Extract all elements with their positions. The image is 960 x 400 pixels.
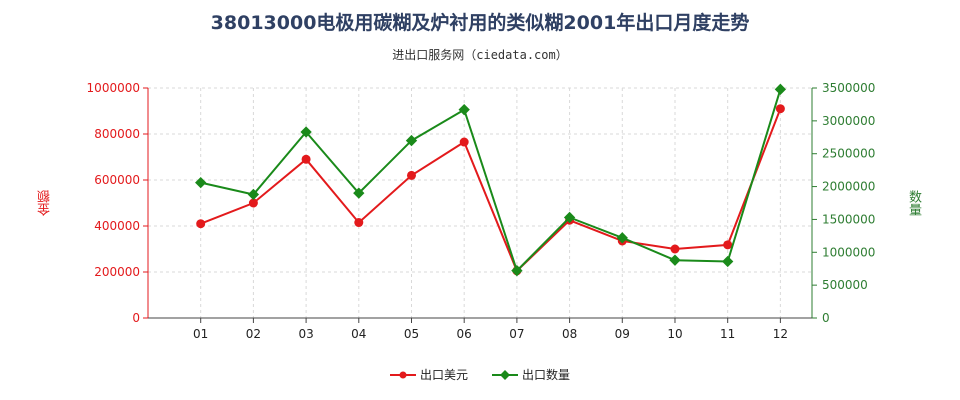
data-point-qty	[195, 176, 207, 189]
chart-subtitle: 进出口服务网（ciedata.com）	[392, 48, 568, 62]
y-right-tick-label: 3000000	[822, 114, 875, 128]
legend-marker-usd	[389, 371, 416, 378]
data-point-usd	[248, 198, 258, 208]
data-point-usd	[406, 170, 416, 180]
data-point-usd	[670, 244, 680, 254]
data-point-usd	[459, 137, 469, 147]
data-point-qty	[669, 254, 681, 266]
y-right-tick-label: 1000000	[822, 245, 875, 259]
x-tick-label: 10	[667, 327, 682, 341]
legend-item-usd: 出口美元	[389, 366, 468, 383]
data-point-usd	[723, 240, 733, 250]
legend-label-usd: 出口美元	[419, 368, 468, 382]
y-right-tick-label: 500000	[822, 278, 868, 292]
y-right-tick-label: 2500000	[822, 147, 875, 161]
data-point-qty	[511, 265, 523, 277]
data-point-qty	[563, 211, 576, 224]
data-point-qty	[353, 187, 365, 199]
y-left-tick-label: 0	[132, 311, 140, 325]
x-tick-label: 09	[615, 327, 630, 341]
data-point-qty	[247, 188, 260, 201]
series-line-usd	[200, 108, 782, 273]
y-right-tick-label: 0	[822, 311, 830, 325]
data-point-usd	[775, 104, 785, 114]
data-point-qty	[722, 255, 734, 268]
x-tick-label: 12	[773, 327, 788, 341]
series-line-qty	[200, 89, 782, 273]
x-tick-label: 04	[351, 327, 366, 341]
y-left-tick-label: 800000	[94, 127, 140, 141]
y-right-tick-label: 2000000	[822, 180, 875, 194]
data-point-qty	[616, 232, 628, 244]
data-point-usd	[196, 219, 206, 229]
y-left-tick-label: 400000	[94, 219, 140, 233]
data-point-usd	[301, 154, 311, 164]
legend-label-qty: 出口数量	[522, 368, 571, 382]
x-tick-label: 06	[457, 327, 472, 341]
x-tick-label: 05	[404, 327, 419, 341]
x-tick-label: 01	[193, 327, 208, 341]
data-point-usd	[354, 218, 364, 228]
legend-marker-qty	[492, 369, 518, 380]
chart-legend: 出口美元 出口数量	[0, 366, 960, 383]
plot-area	[148, 88, 812, 318]
x-tick-label: 07	[509, 327, 524, 341]
x-tick-label: 11	[720, 327, 735, 341]
x-tick-label: 02	[246, 327, 261, 341]
x-tick-label: 08	[562, 327, 577, 341]
y-left-tick-label: 1000000	[87, 81, 140, 95]
y-right-tick-label: 3500000	[822, 81, 875, 95]
y-right-tick-label: 1500000	[822, 212, 875, 226]
y-left-tick-label: 600000	[94, 173, 140, 187]
legend-item-qty: 出口数量	[492, 366, 570, 383]
y-axis-right-label: 数量	[906, 190, 921, 216]
data-point-qty	[405, 134, 418, 147]
data-point-qty	[300, 126, 312, 138]
chart-title: 38013000电极用碳糊及炉衬用的类似糊2001年出口月度走势	[210, 12, 750, 34]
y-left-tick-label: 200000	[94, 265, 140, 279]
x-tick-label: 03	[298, 327, 313, 341]
